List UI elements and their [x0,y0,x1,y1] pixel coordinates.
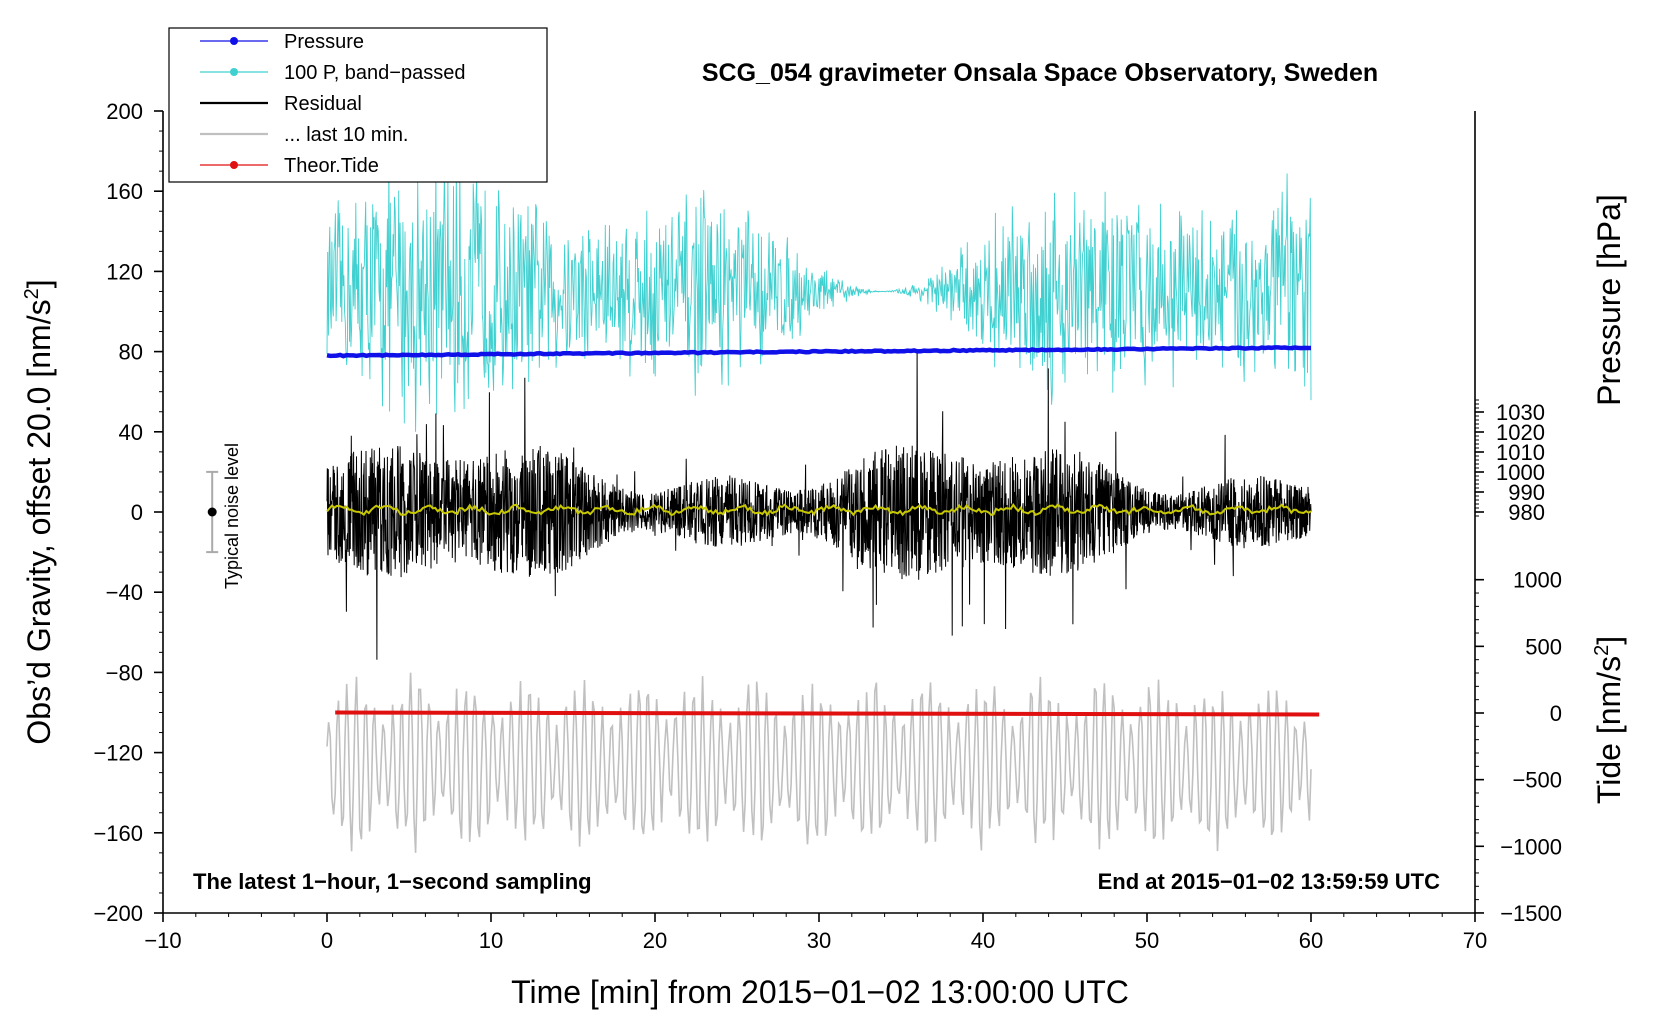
x-tick-label: 20 [643,928,667,953]
x-tick-label: 50 [1135,928,1159,953]
x-tick-label: 10 [479,928,503,953]
legend-marker-1 [230,68,238,76]
series-last-10-min [326,672,1312,853]
pressure-tick-label: 1000 [1496,460,1545,485]
legend-marker-0 [230,37,238,45]
plot-area: Typical noise level [206,155,1320,853]
pressure-tick-label: 1010 [1496,440,1545,465]
tide-tick-label: 0 [1550,701,1562,726]
legend-label-3: ... last 10 min. [284,124,409,146]
y-tick-label: 80 [119,340,143,365]
series-residual [326,350,1312,660]
y-tick-label: 120 [106,259,143,284]
x-tick-label: 70 [1463,928,1487,953]
y-tick-label: 200 [106,99,143,124]
x-axis-title: Time [min] from 2015−01−02 13:00:00 UTC [511,974,1129,1010]
y-axis-title-tide-main: Tide [nm/s [1591,656,1627,804]
y-tick-label: 0 [131,500,143,525]
legend-label-2: Residual [284,93,362,115]
tide-tick-label: −500 [1512,768,1562,793]
y-tick-label: 160 [106,179,143,204]
pressure-tick-label: 1020 [1496,420,1545,445]
pressure-tick-label: 980 [1508,500,1545,525]
y-tick-label: −160 [93,821,143,846]
noise-bar-center [207,507,217,517]
legend-box [168,27,548,183]
chart-title: SCG_054 gravimeter Onsala Space Observat… [702,59,1378,87]
y-tick-label: −200 [93,901,143,926]
x-tick-label: 0 [321,928,333,953]
legend-label-1: 100 P, band−passed [284,62,465,84]
legend: Pressure 100 P, band−passed Residual ... la… [168,27,548,183]
y-axis-title-left: Obs’d Gravity, offset 20.0 [nm/s2] [21,279,57,744]
y-tick-label: −40 [106,580,143,605]
labels-group: SCG_054 gravimeter Onsala Space Observat… [21,59,1627,1010]
y-axis-title-left-close: ] [21,279,57,288]
noise-label: Typical noise level [222,443,242,589]
tide-tick-label: 500 [1525,634,1562,659]
x-tick-label: 60 [1299,928,1323,953]
tide-tick-label: −1000 [1500,834,1562,859]
legend-marker-4 [230,161,238,169]
series-smoothed-residual [326,502,1312,517]
axes-group: −10 0 10 20 30 40 50 60 7020016012080400−40−80−1… [93,99,1562,953]
legend-label-4: Theor.Tide [284,155,379,177]
y-axis-title-left-main: Obs’d Gravity, offset 20.0 [nm/s [21,299,57,744]
x-tick-label: 30 [807,928,831,953]
y-tick-label: −120 [93,741,143,766]
y-axis-title-tide-sup: 2 [1591,645,1613,656]
y-axis-title-tide-close: ] [1591,636,1627,645]
series-theor-tide [335,710,1320,717]
pressure-tick-label: 1030 [1496,400,1545,425]
y-axis-title-left-sup: 2 [21,288,43,299]
y-axis-title-pressure: Pressure [hPa] [1591,194,1627,406]
series-pressure [326,345,1311,359]
series-bandpassed-pressure [326,155,1312,432]
tide-tick-label: −1500 [1500,901,1562,926]
y-tick-label: −80 [106,660,143,685]
annotation-right: End at 2015−01−02 13:59:59 UTC [1098,869,1441,894]
x-tick-label: 40 [971,928,995,953]
y-tick-label: 40 [119,420,143,445]
legend-label-0: Pressure [284,31,364,53]
annotation-left: The latest 1−hour, 1−second sampling [193,869,592,894]
tide-tick-label: 1000 [1513,568,1562,593]
x-tick-label: −10 [144,928,181,953]
pressure-tick-label: 990 [1508,480,1545,505]
y-axis-title-tide: Tide [nm/s2] [1591,636,1627,804]
